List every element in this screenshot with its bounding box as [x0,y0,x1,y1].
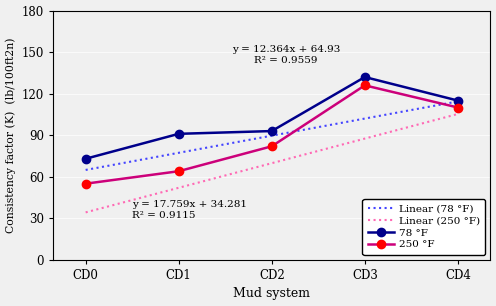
Y-axis label: Consistency factor (K)  (lb/100ft2n): Consistency factor (K) (lb/100ft2n) [5,37,16,233]
Linear (250 °F) [420,121,426,125]
Linear (250 °F) [84,210,90,214]
Linear (78 °F) [396,110,402,114]
Line: 78 °F: 78 °F [81,73,462,163]
Linear (250 °F) [310,150,316,154]
Linear (78 °F) [310,126,316,130]
Line: 250 °F: 250 °F [81,81,462,188]
78 °F [176,132,182,136]
Legend: Linear (78 °F), Linear (250 °F), 78 °F, 250 °F: Linear (78 °F), Linear (250 °F), 78 °F, … [363,199,485,255]
78 °F [455,99,461,103]
Linear (250 °F) [396,128,402,131]
250 °F [83,182,89,185]
250 °F [269,144,275,148]
Line: Linear (78 °F): Linear (78 °F) [86,101,458,170]
Linear (78 °F) [420,106,426,110]
Linear (250 °F) [83,211,89,214]
78 °F [269,129,275,133]
X-axis label: Mud system: Mud system [233,287,310,300]
78 °F [362,75,368,79]
Text: y = 17.759x + 34.281
R² = 0.9115: y = 17.759x + 34.281 R² = 0.9115 [132,200,247,220]
250 °F [455,106,461,109]
Linear (78 °F) [304,127,310,131]
Line: Linear (250 °F): Linear (250 °F) [86,114,458,212]
Linear (78 °F) [303,128,309,131]
Linear (78 °F) [83,168,89,172]
Linear (78 °F) [84,168,90,172]
78 °F [83,157,89,161]
Linear (78 °F) [455,99,461,103]
250 °F [176,170,182,173]
Linear (250 °F) [455,112,461,116]
Linear (250 °F) [303,152,309,156]
Text: y = 12.364x + 64.93
R² = 0.9559: y = 12.364x + 64.93 R² = 0.9559 [232,45,340,65]
Linear (250 °F) [304,152,310,156]
250 °F [362,84,368,87]
